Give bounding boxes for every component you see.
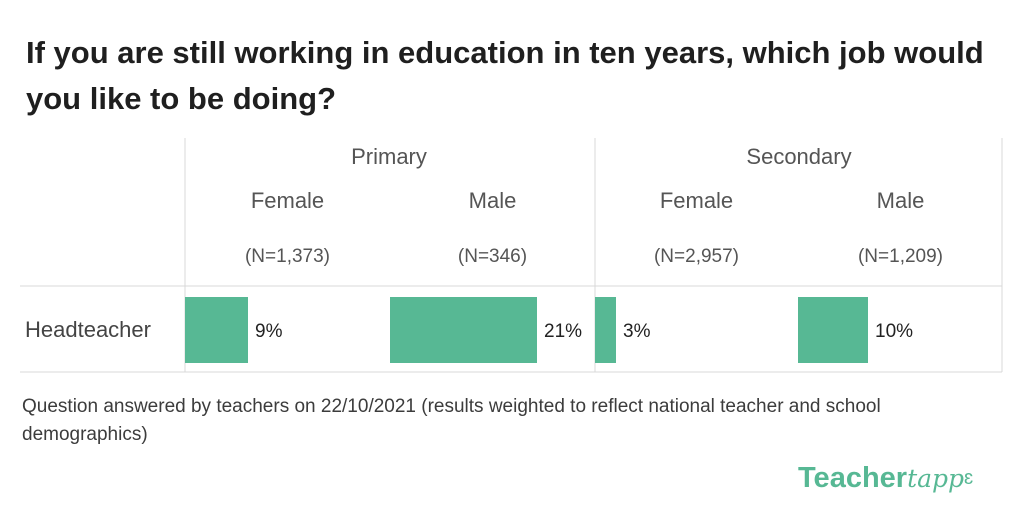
chart: Primary Female (N=1,373) Male (N=346) Seconda… (20, 138, 1003, 373)
chart-title: If you are still working in education in… (26, 35, 984, 116)
group-header-label: Secondary (746, 144, 851, 169)
row-label: Headteacher (25, 317, 151, 342)
data-label: 21% (544, 321, 582, 342)
column-n-label: (N=1,373) (245, 246, 330, 267)
data-label: 3% (623, 321, 651, 342)
teachertapp-logo: Teachertappɛ (798, 458, 973, 498)
bar (390, 297, 537, 363)
column-header-label: Female (660, 188, 733, 213)
column-header-label: Female (251, 188, 324, 213)
data-label: 10% (875, 321, 913, 342)
footnote: Question answered by teachers on 22/10/2… (22, 396, 881, 445)
column-n-label: (N=346) (458, 246, 527, 267)
column-n-label: (N=2,957) (654, 246, 739, 267)
column-header-label: Male (469, 188, 517, 213)
logo-text-tapp: tapp (907, 464, 965, 493)
column-header-label: Male (877, 188, 925, 213)
group-header-label: Primary (351, 144, 427, 169)
logo-text-teacher: Teacher (798, 462, 908, 494)
bar (185, 297, 248, 363)
data-label: 9% (255, 321, 283, 342)
spark-icon: ɛ (964, 467, 974, 489)
column-n-label: (N=1,209) (858, 246, 943, 267)
bar (798, 297, 868, 363)
bar (595, 297, 616, 363)
